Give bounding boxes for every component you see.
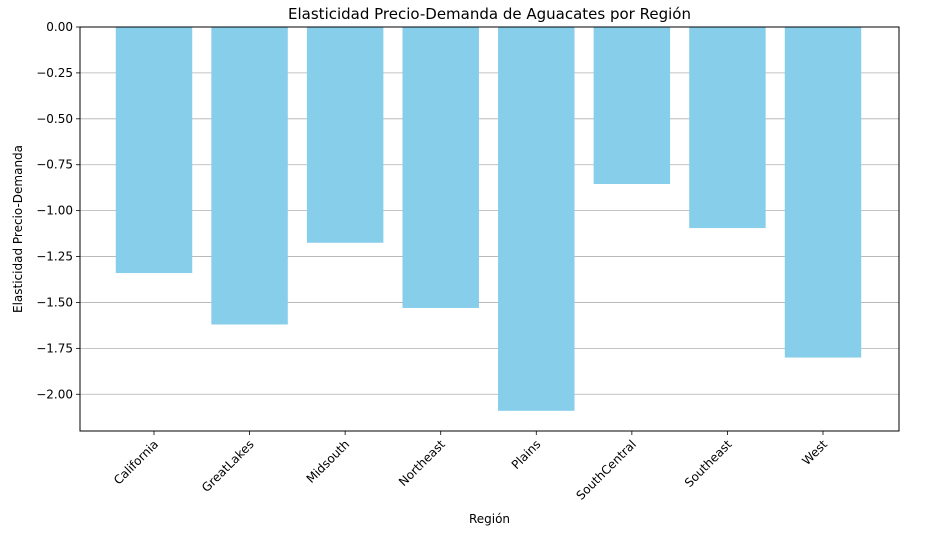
x-tick-label: West: [799, 437, 830, 468]
x-tick-label: Midsouth: [304, 437, 353, 486]
bar-northeast: [402, 27, 479, 308]
x-tick-label: California: [111, 437, 161, 487]
x-tick-label: Southeast: [682, 437, 735, 490]
bar-midsouth: [306, 27, 384, 243]
x-axis-label: Región: [469, 512, 510, 526]
bar-southcentral: [593, 27, 671, 185]
bar-california: [115, 27, 193, 274]
bar-plains: [498, 27, 575, 411]
bar-southeast: [689, 27, 766, 229]
plot-frame: [79, 26, 900, 432]
y-axis-label: Elasticidad Precio-Demanda: [11, 145, 25, 313]
y-tick-label: −0.50: [36, 112, 73, 126]
x-tick-label: GreatLakes: [199, 437, 257, 495]
bar-west: [784, 27, 862, 358]
bar-greatlakes: [211, 27, 288, 325]
bars: [115, 27, 862, 411]
y-axis-ticks: 0.00 −0.25 −0.50 −0.75 −1.00 −1.25 −1.50 −1.75 −…: [36, 20, 80, 401]
y-tick-label: −0.75: [36, 158, 73, 172]
x-tick-label: SouthCentral: [574, 437, 639, 502]
gridlines: [80, 26, 899, 395]
y-tick-label: −1.00: [36, 204, 73, 218]
y-tick-label: −1.25: [36, 250, 73, 264]
x-tick-label: Northeast: [396, 437, 448, 489]
x-tick-label: Plains: [509, 437, 544, 472]
chart-title: Elasticidad Precio-Demanda de Aguacates …: [288, 5, 691, 23]
y-tick-label: −0.25: [36, 66, 73, 80]
y-tick-label: −2.00: [36, 387, 73, 401]
y-tick-label: −1.50: [36, 295, 73, 309]
y-tick-label: −1.75: [36, 341, 73, 355]
x-axis-ticks: California GreatLakes Midsouth Northeast Pla…: [111, 431, 830, 503]
y-tick-label: 0.00: [46, 20, 73, 34]
